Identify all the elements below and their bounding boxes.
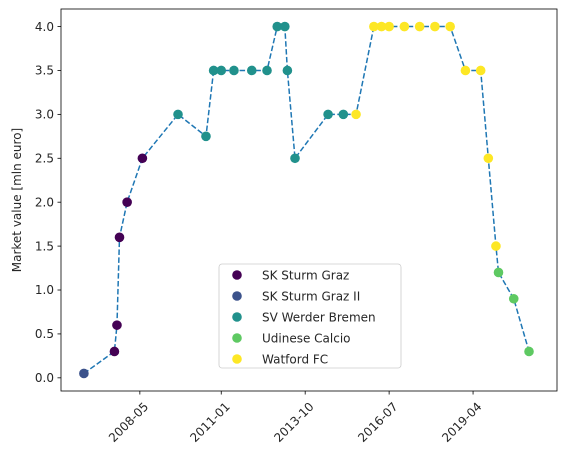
y-tick-label: 1.5: [35, 239, 54, 253]
legend-marker: [232, 333, 242, 343]
data-point-sv-werder-bremen-6: [262, 65, 272, 76]
data-point-watford-fc-0: [351, 109, 361, 120]
data-point-watford-fc-1: [369, 21, 379, 32]
data-point-sk-sturm-graz-3: [122, 197, 132, 207]
data-point-sv-werder-bremen-12: [338, 109, 349, 120]
y-axis-label: Market value [mln euro]: [10, 128, 24, 272]
y-tick-label: 0.0: [35, 371, 54, 385]
x-tick-label: 2008-05: [106, 400, 151, 445]
data-point-sv-werder-bremen-3: [216, 65, 227, 76]
legend-label: SV Werder Bremen: [262, 310, 376, 324]
data-point-watford-fc-8: [460, 65, 471, 76]
x-tick-label: 2013-10: [271, 400, 316, 445]
y-tick-label: 1.0: [35, 283, 54, 297]
legend-label: SK Sturm Graz: [262, 268, 349, 282]
data-point-udinese-calcio-1: [508, 293, 519, 304]
legend: SK Sturm Graz SK Sturm Graz II SV Werder B…: [218, 263, 402, 369]
data-point-sv-werder-bremen-8: [280, 21, 290, 32]
data-point-watford-fc-5: [414, 21, 425, 32]
data-point-sv-werder-bremen-9: [282, 65, 293, 76]
data-point-watford-fc-9: [475, 65, 486, 76]
legend-label: Udinese Calcio: [262, 331, 351, 345]
data-point-watford-fc-4: [399, 21, 410, 32]
data-point-sk-sturm-graz-1: [112, 320, 122, 330]
data-point-watford-fc-6: [430, 21, 440, 32]
data-point-sk-sturm-graz-4: [137, 153, 148, 164]
x-axis: 2008-05 2011-01 2013-10 2016-07 2019-04: [106, 391, 485, 445]
legend-marker: [232, 354, 242, 364]
data-point-sk-sturm-graz-2: [114, 232, 125, 243]
legend-label: SK Sturm Graz II: [262, 289, 360, 303]
trajectory-path: [83, 25, 530, 375]
data-point-sk-sturm-graz-ii-0: [79, 368, 89, 379]
legend-marker: [232, 270, 242, 280]
legend-marker: [232, 312, 242, 322]
data-point-sv-werder-bremen-2: [208, 65, 219, 76]
y-tick-label: 2.0: [35, 195, 54, 209]
y-tick-label: 4.0: [35, 20, 54, 34]
data-point-sv-werder-bremen-10: [290, 153, 300, 164]
x-tick-label: 2016-07: [355, 400, 400, 445]
data-point-udinese-calcio-0: [493, 267, 504, 278]
y-tick-label: 3.0: [35, 108, 54, 122]
data-point-sv-werder-bremen-11: [323, 109, 333, 120]
market-value-trajectory-line: [83, 25, 530, 375]
x-tick-label: 2011-01: [187, 400, 232, 445]
y-tick-label: 0.5: [35, 327, 54, 341]
y-tick-label: 2.5: [35, 151, 54, 165]
data-point-udinese-calcio-2: [524, 346, 534, 357]
x-tick-label: 2019-04: [439, 400, 484, 445]
legend-box: [218, 263, 402, 369]
data-point-sv-werder-bremen-7: [272, 21, 283, 32]
data-points: [79, 21, 534, 379]
y-axis: 0.0 0.5 1.0 1.5 2.0 2.5 3.0 3.5 4.0: [35, 20, 61, 385]
data-point-sv-werder-bremen-0: [173, 109, 183, 120]
legend-label: Watford FC: [262, 352, 328, 366]
data-point-watford-fc-11: [491, 241, 501, 251]
data-point-sk-sturm-graz-0: [109, 346, 120, 357]
data-point-sv-werder-bremen-4: [229, 65, 239, 76]
data-point-watford-fc-2: [376, 21, 387, 32]
data-point-watford-fc-3: [384, 21, 394, 32]
data-point-sv-werder-bremen-5: [246, 65, 257, 76]
data-point-watford-fc-10: [483, 153, 494, 164]
data-point-sv-werder-bremen-1: [201, 131, 211, 142]
data-point-watford-fc-7: [445, 21, 455, 32]
plot-frame: [60, 8, 558, 392]
y-tick-label: 3.5: [35, 64, 54, 78]
legend-marker: [232, 291, 242, 301]
